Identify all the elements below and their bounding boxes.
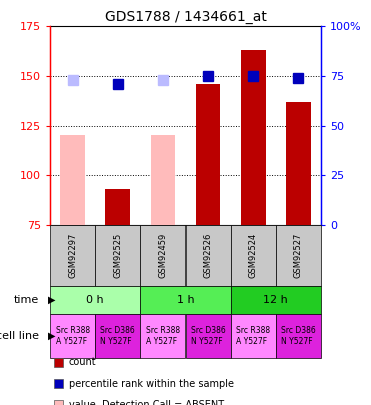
Bar (151, 135, 175, 225)
Text: Src R388
A Y527F: Src R388 A Y527F (236, 326, 270, 346)
Text: percentile rank within the sample: percentile rank within the sample (69, 379, 234, 388)
Text: GSM92525: GSM92525 (113, 232, 122, 278)
Text: Src R388
A Y527F: Src R388 A Y527F (146, 326, 180, 346)
Bar (105, 189, 130, 225)
Text: GSM92524: GSM92524 (249, 232, 258, 278)
Text: GSM92526: GSM92526 (204, 232, 213, 278)
Text: GSM92527: GSM92527 (294, 232, 303, 278)
Bar (196, 84, 220, 225)
Bar (60, 135, 85, 225)
Text: ▶: ▶ (48, 295, 56, 305)
Text: Src D386
N Y527F: Src D386 N Y527F (281, 326, 316, 346)
Bar (286, 102, 311, 225)
Text: GSM92297: GSM92297 (68, 232, 77, 278)
Text: value, Detection Call = ABSENT: value, Detection Call = ABSENT (69, 400, 224, 405)
Text: 1 h: 1 h (177, 295, 194, 305)
Text: Src D386
N Y527F: Src D386 N Y527F (101, 326, 135, 346)
Text: time: time (14, 295, 39, 305)
Text: 0 h: 0 h (86, 295, 104, 305)
Text: count: count (69, 358, 96, 367)
Text: ▶: ▶ (48, 331, 56, 341)
Title: GDS1788 / 1434661_at: GDS1788 / 1434661_at (105, 10, 266, 24)
Text: Src R388
A Y527F: Src R388 A Y527F (56, 326, 90, 346)
Text: 12 h: 12 h (263, 295, 288, 305)
Text: Src D386
N Y527F: Src D386 N Y527F (191, 326, 226, 346)
Text: GSM92459: GSM92459 (158, 232, 167, 278)
Text: cell line: cell line (0, 331, 39, 341)
Bar (241, 50, 266, 225)
